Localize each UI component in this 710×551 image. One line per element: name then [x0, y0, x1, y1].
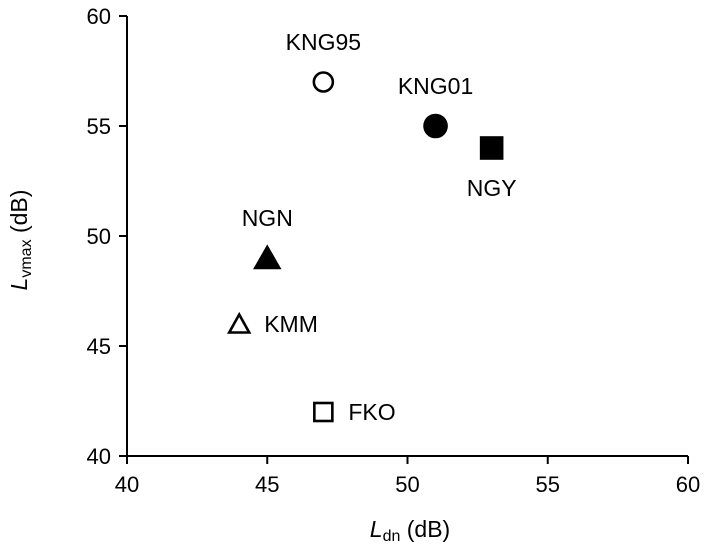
point-ngy-marker	[479, 136, 504, 160]
point-kmm-marker	[226, 311, 252, 334]
point-fko-marker	[313, 401, 334, 423]
point-ngy-label: NGY	[467, 175, 517, 201]
x-tick-label: 45	[255, 472, 279, 497]
x-axis-title-main: L	[370, 516, 383, 542]
point-ngn-label: NGN	[242, 205, 293, 231]
x-axis-title-unit: (dB)	[400, 516, 450, 542]
point-fko-label: FKO	[348, 399, 395, 425]
y-tick-label: 50	[87, 224, 111, 249]
x-tick-label: 40	[115, 472, 139, 497]
data-points	[226, 71, 504, 423]
point-labels: KNG95 KNG01 NGY NGN KMM FKO	[242, 29, 517, 425]
x-axis-title-sub: dn	[383, 528, 401, 545]
y-tick-label: 40	[87, 444, 111, 469]
axis-ticks: 40 45 50 55 60 40 45 50 55 60	[87, 4, 701, 497]
y-axis-title: Lvmax (dB)	[6, 190, 35, 291]
y-axis-title-main: L	[6, 278, 32, 291]
y-tick-label: 60	[87, 4, 111, 29]
y-axis-title-unit: (dB)	[6, 190, 32, 240]
point-ngn-marker	[253, 244, 282, 270]
x-tick-label: 50	[395, 472, 419, 497]
y-tick-label: 55	[87, 114, 111, 139]
x-axis-title: Ldn (dB)	[370, 516, 450, 545]
x-tick-label: 55	[536, 472, 560, 497]
point-kng95-marker	[312, 71, 335, 93]
point-kmm-label: KMM	[264, 311, 318, 337]
point-kng95-label: KNG95	[286, 29, 361, 55]
x-tick-label: 60	[676, 472, 700, 497]
y-axis-title-sub: vmax	[18, 239, 35, 277]
y-tick-label: 45	[87, 334, 111, 359]
point-kng01-label: KNG01	[398, 73, 473, 99]
point-kng01-marker	[423, 113, 448, 139]
